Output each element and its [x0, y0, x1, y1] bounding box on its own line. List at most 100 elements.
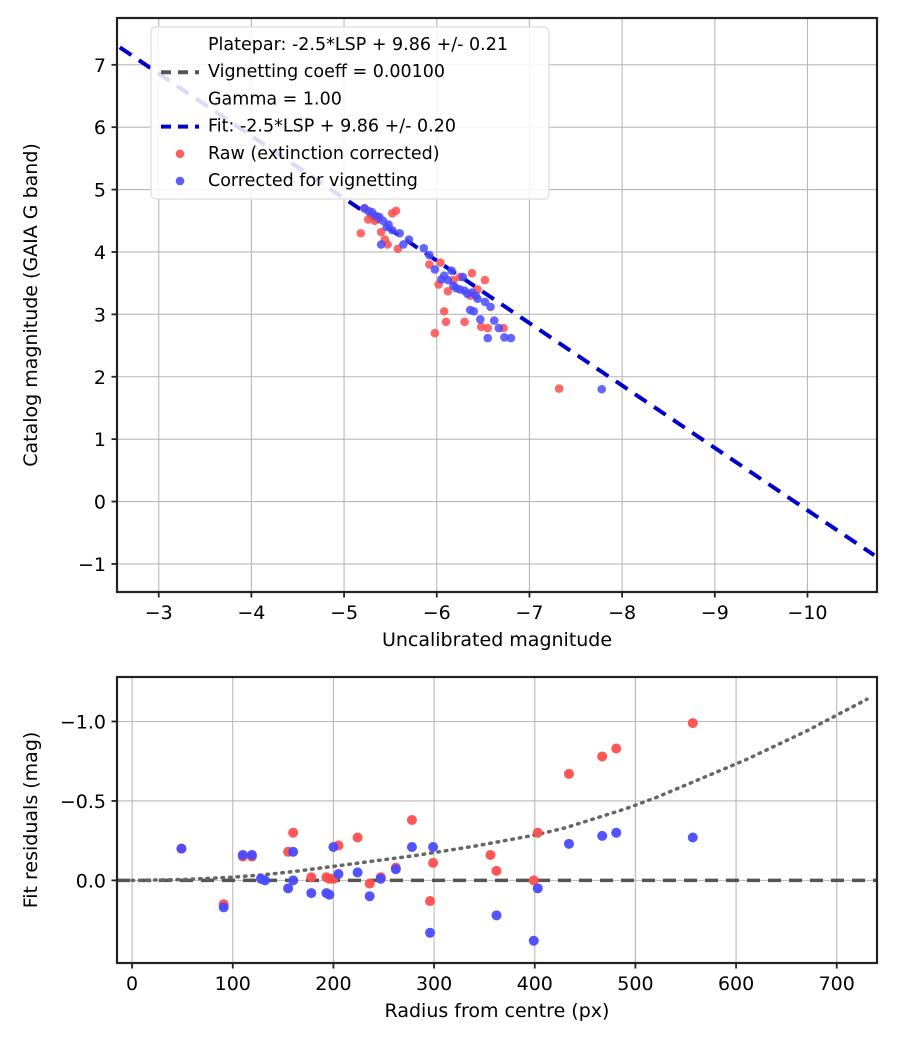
data-point: [439, 306, 449, 316]
data-point: [449, 281, 458, 290]
data-point: [428, 842, 439, 853]
data-point: [597, 830, 608, 841]
data-point: [611, 743, 622, 754]
data-point: [483, 323, 493, 333]
legend-item-label: Vignetting coeff = 0.00100: [208, 62, 445, 82]
x-tick-label: −10: [787, 602, 827, 624]
y-tick-label: 5: [94, 180, 106, 202]
legend-item[interactable]: Raw (extinction corrected): [175, 144, 440, 164]
y-tick-label: −1.0: [60, 711, 106, 733]
data-point: [460, 317, 469, 327]
data-point: [363, 215, 373, 224]
data-point: [476, 315, 485, 324]
data-point: [218, 902, 229, 913]
x-tick-label: −4: [237, 602, 265, 624]
data-point: [237, 849, 248, 860]
legend-dot-icon: [175, 149, 185, 159]
axes-spines: [115, 16, 879, 594]
y-tick-label: 0: [94, 492, 106, 514]
data-point: [390, 864, 401, 875]
data-point: [563, 768, 574, 779]
data-point: [597, 384, 607, 394]
data-point: [352, 832, 363, 843]
data-point: [419, 243, 429, 253]
y-tick-label: 2: [94, 367, 106, 389]
data-point: [364, 891, 375, 902]
x-tick-label: −6: [423, 602, 451, 624]
x-tick-label: 200: [315, 973, 351, 995]
data-point: [486, 302, 495, 312]
data-point: [494, 323, 504, 333]
data-point: [483, 333, 493, 343]
data-point: [611, 827, 622, 838]
data-point: [425, 250, 434, 260]
axes-spines: [115, 675, 879, 965]
legend-item[interactable]: Platepar: -2.5*LSP + 9.86 +/- 0.21: [208, 35, 508, 55]
y-axis-label: Fit residuals (mag): [20, 732, 42, 909]
x-tick-label: 0: [126, 973, 138, 995]
x-tick-label: −8: [608, 602, 636, 624]
data-point: [306, 872, 317, 883]
legend-item-label: Gamma = 1.00: [208, 89, 342, 109]
data-point: [532, 883, 543, 894]
data-point: [485, 849, 496, 860]
y-tick-label: −1: [78, 554, 106, 576]
data-point: [687, 718, 698, 729]
data-point: [480, 297, 490, 307]
data-point: [436, 258, 445, 267]
data-point: [288, 875, 299, 886]
data-point: [306, 888, 317, 899]
legend-item[interactable]: Corrected for vignetting: [175, 171, 418, 191]
x-axis-label: Radius from centre (px): [385, 1000, 610, 1022]
data-point: [425, 896, 436, 907]
data-point: [532, 827, 543, 838]
data-point: [458, 272, 468, 282]
legend: Platepar: -2.5*LSP + 9.86 +/- 0.21 Vignet…: [150, 26, 550, 200]
y-tick-label: 3: [94, 304, 106, 326]
plot-area: [117, 697, 877, 946]
x-tick-label: 100: [215, 973, 251, 995]
data-point: [439, 271, 449, 280]
data-point: [283, 883, 294, 894]
legend-item[interactable]: Vignetting coeff = 0.00100: [161, 62, 445, 82]
x-tick-label: 400: [517, 973, 553, 995]
data-point: [375, 873, 386, 884]
data-point: [324, 889, 335, 900]
legend-item[interactable]: Fit: -2.5*LSP + 9.86 +/- 0.20: [161, 117, 456, 137]
series-corrected-for-vignetting: [360, 203, 607, 394]
data-point: [506, 333, 516, 343]
data-point: [430, 328, 440, 338]
data-point: [364, 878, 375, 889]
data-point: [255, 873, 266, 884]
legend-item[interactable]: Gamma = 1.00: [208, 89, 342, 109]
data-point: [491, 910, 502, 921]
y-axis-label: Catalog magnitude (GAIA G band): [20, 143, 42, 467]
axes-fit-residuals: 0 100 200 300 400 500 600 700 0.0 −0.5 −1.0 Radius …: [20, 675, 879, 1022]
y-tick-label: 7: [94, 55, 106, 77]
data-point: [597, 751, 608, 762]
data-point: [395, 228, 404, 238]
legend-box: [150, 26, 550, 200]
data-point: [391, 206, 401, 216]
data-point: [528, 875, 539, 886]
legend-item-label: Corrected for vignetting: [208, 171, 418, 191]
data-point: [406, 842, 417, 853]
data-point: [425, 927, 436, 938]
data-point: [554, 384, 564, 393]
data-point: [288, 827, 299, 838]
data-point: [246, 849, 257, 860]
data-point: [441, 317, 451, 327]
y-tick-label: 4: [94, 242, 106, 264]
x-tick-label: −7: [515, 602, 543, 624]
data-point: [360, 203, 369, 213]
data-point: [176, 843, 187, 854]
x-tick-label: −3: [145, 602, 173, 624]
data-point: [489, 316, 499, 325]
y-tick-label: 1: [94, 429, 106, 451]
data-point: [500, 333, 509, 342]
vignetting-curve: [130, 697, 869, 883]
data-point: [467, 268, 477, 278]
x-tick-label: −9: [701, 602, 729, 624]
data-point: [491, 865, 502, 876]
